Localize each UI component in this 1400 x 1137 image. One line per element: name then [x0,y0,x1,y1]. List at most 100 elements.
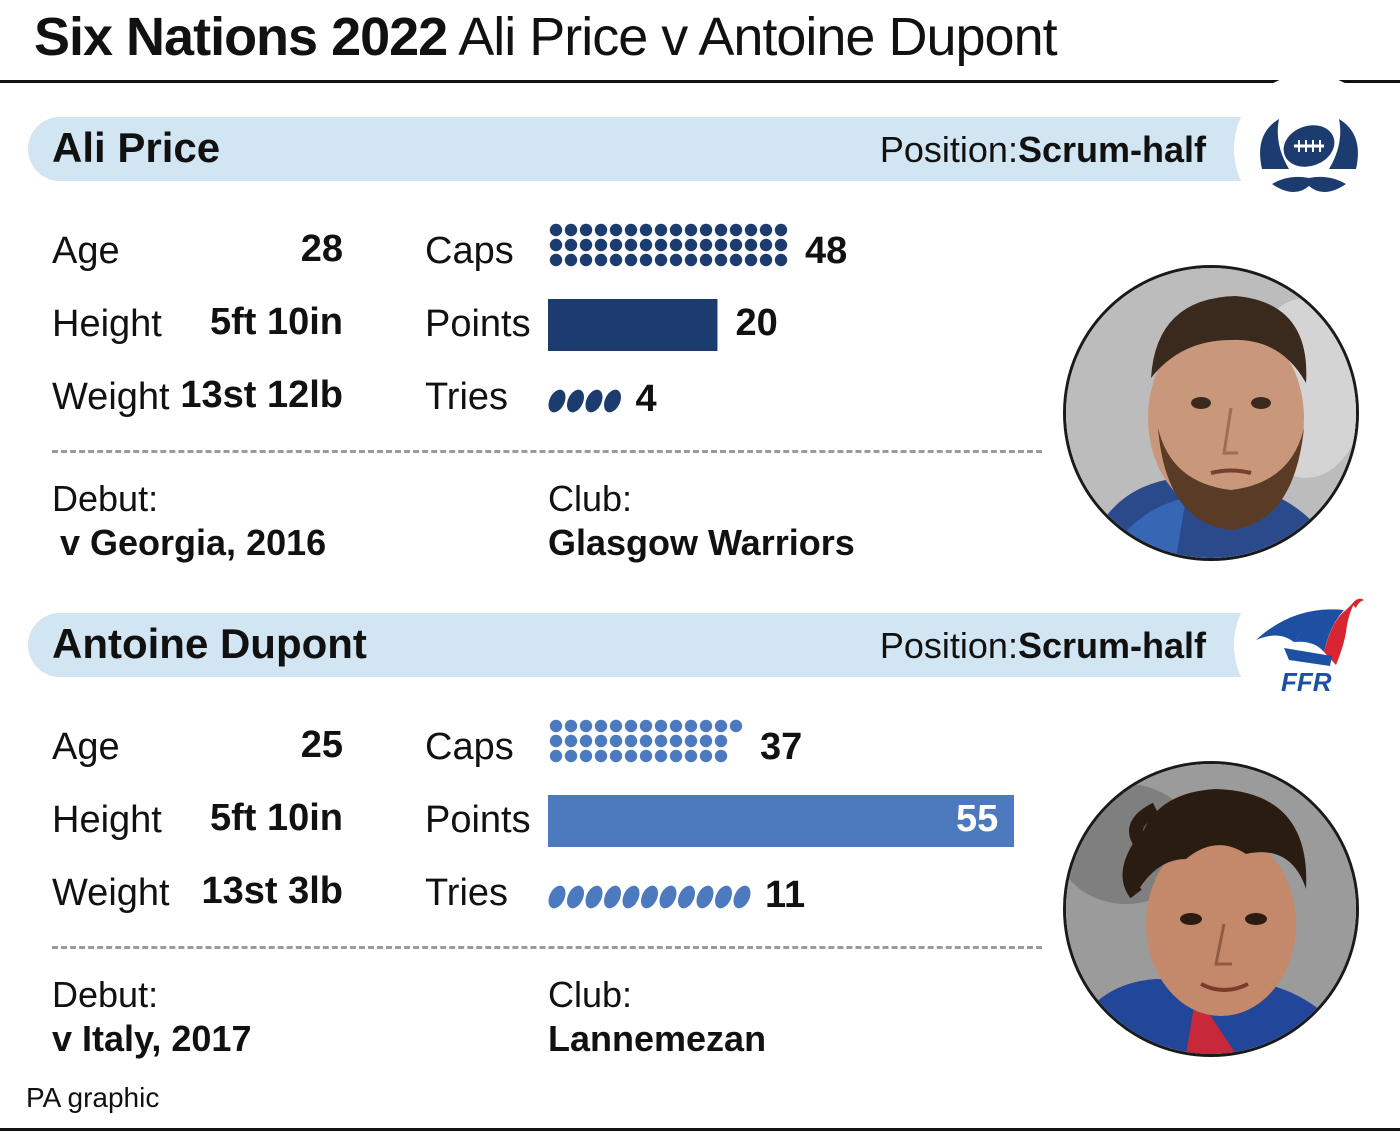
cap-dot [684,238,698,252]
debut-value-price: v Georgia, 2016 [60,522,327,563]
player-portrait-icon [1066,268,1356,558]
try-oval [622,885,640,909]
cap-dot [699,734,713,748]
cap-dot [609,253,623,267]
cap-dot [609,749,623,763]
cap-dot [579,719,593,733]
cap-dot [654,223,668,237]
points-bar [548,299,718,351]
divider-price [52,450,1042,453]
club-value-price: Glasgow Warriors [548,522,855,563]
points-label: Points [425,303,531,345]
height-label: Height [52,303,162,345]
position-price: Position:Scrum-half [880,129,1206,171]
cap-dot [669,749,683,763]
caps-label: Caps [425,230,514,272]
try-oval [678,885,695,909]
player-photo-dupont [1063,761,1359,1057]
cap-dot [579,238,593,252]
player-banner-dupont [28,613,1264,677]
player-name-dupont: Antoine Dupont [52,620,367,667]
cap-dot [774,253,788,267]
caps-value-dupont: 37 [760,726,803,768]
cap-dot [774,223,788,237]
cap-dot [714,223,728,237]
cap-dot [684,734,698,748]
cap-dot [684,749,698,763]
player-name-price: Ali Price [52,124,221,171]
weight-value-dupont: 13st 3lb [201,870,343,912]
stats-graph-dupont [548,719,1014,909]
try-oval [696,885,714,909]
cap-dot [594,719,608,733]
cap-dot [639,238,653,252]
cap-dot [774,238,788,252]
position-label: Position: [879,625,1018,666]
scotland-thistle-logo-icon [1234,74,1384,224]
points-value-dupont: 55 [956,798,999,840]
cap-dot [759,238,773,252]
position-label: Position: [879,129,1018,170]
try-oval [585,885,603,909]
caps-value-price: 48 [805,230,848,272]
points-bar [548,795,1014,847]
divider-dupont [52,946,1042,949]
cap-dot [549,223,563,237]
cap-dot [714,719,728,733]
cap-dot [759,253,773,267]
cap-dot [594,734,608,748]
try-oval [585,389,603,413]
debut-value-dupont: v Italy, 2017 [52,1018,252,1059]
caps-label: Caps [425,726,514,768]
club-label: Club: [548,478,633,519]
page-title: Six Nations 2022 Ali Price v Antoine Dup… [34,6,1058,68]
points-value-price: 20 [735,302,778,344]
cap-dot [594,223,608,237]
cap-dot [549,719,563,733]
debut-label: Debut: [52,478,159,519]
cap-dot [549,749,563,763]
weight-label: Weight [52,376,170,418]
try-oval [659,885,677,909]
cap-dot [714,238,728,252]
cap-dot [654,749,668,763]
source-credit: PA graphic [26,1082,160,1113]
tries-value-dupont: 11 [765,874,806,916]
cap-dot [654,238,668,252]
cap-dot [699,253,713,267]
player-banner-price [28,117,1264,181]
cap-dot [654,253,668,267]
cap-dot [564,238,578,252]
weight-label: Weight [52,872,170,914]
title-rule [0,80,1400,83]
player-portrait-icon [1066,764,1356,1054]
try-oval [733,885,751,909]
cap-dot [639,749,653,763]
try-oval [548,885,566,909]
cap-dot [669,238,683,252]
age-label: Age [52,726,120,768]
cap-dot [759,223,773,237]
cap-dot [609,719,623,733]
cap-dot [624,734,638,748]
try-oval [604,389,621,413]
cap-dot [744,238,758,252]
cap-dot [564,734,578,748]
title-rest: Ali Price v Antoine Dupont [458,7,1057,67]
age-label: Age [52,230,120,272]
position-dupont: Position:Scrum-half [880,625,1206,667]
try-oval [567,389,584,413]
cap-dot [564,223,578,237]
cap-dot [579,749,593,763]
cap-dot [729,719,743,733]
cap-dot [669,253,683,267]
ffr-logo-text: FFR [1281,667,1332,697]
cap-dot [639,734,653,748]
cap-dot [699,749,713,763]
cap-dot [624,719,638,733]
cap-dot [549,734,563,748]
cap-dot [594,238,608,252]
cap-dot [579,223,593,237]
age-value-price: 28 [300,228,343,270]
try-oval [567,885,584,909]
